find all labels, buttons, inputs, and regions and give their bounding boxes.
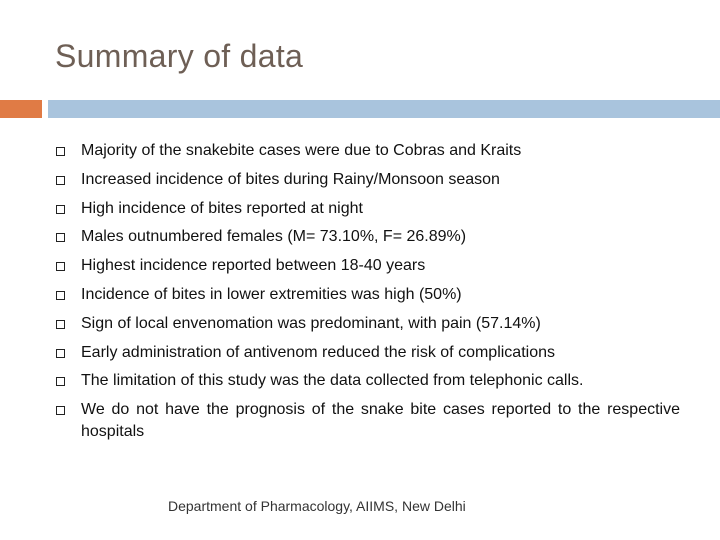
bullet-text: Majority of the snakebite cases were due… [81,142,522,159]
bullet-text: The limitation of this study was the dat… [81,372,584,390]
accent-bar [0,100,42,118]
bullet-item: Incidence of bites in lower extremities … [56,284,680,306]
square-bullet-icon [56,406,65,416]
bullet-text: Early administration of antivenom reduce… [81,343,555,361]
bullet-item: Highest incidence reported between 18-40… [56,255,680,277]
bullet-item: We do not have the prognosis of the snak… [56,399,680,443]
square-bullet-icon [56,233,65,243]
slide-footer: Department of Pharmacology, AIIMS, New D… [168,498,466,514]
bullet-text: Highest incidence reported between 18-40… [81,257,426,275]
slide-title: Summary of data [55,38,304,74]
bullet-text: High incidence of bites reported at nigh… [81,199,363,217]
square-bullet-icon [56,262,65,272]
bullet-item: Sign of local envenomation was predomina… [56,313,680,335]
square-bullet-icon [56,175,65,185]
bullet-item: Increased incidence of bites during Rain… [56,169,680,191]
bullet-text: Incidence of bites in lower extremities … [81,285,462,303]
bullet-item: High incidence of bites reported at nigh… [56,198,680,220]
bullet-item: Majority of the snakebite cases were due… [56,140,680,162]
square-bullet-icon [56,348,65,358]
square-bullet-icon [56,377,65,387]
bullet-text: We do not have the prognosis of the snak… [81,401,680,441]
bullet-item: The limitation of this study was the dat… [56,370,680,392]
title-rule-bar [48,100,720,118]
bullet-text: Males outnumbered females (M= 73.10%, F=… [81,228,467,246]
bullet-text: Sign of local envenomation was predomina… [81,314,541,332]
square-bullet-icon [56,147,65,156]
bullet-text: Increased incidence of bites during Rain… [81,170,500,188]
bullet-item: Males outnumbered females (M= 73.10%, F=… [56,226,680,248]
square-bullet-icon [56,319,65,329]
bullet-list: Majority of the snakebite cases were due… [56,140,680,450]
square-bullet-icon [56,290,65,300]
square-bullet-icon [56,204,65,214]
bullet-item: Early administration of antivenom reduce… [56,342,680,364]
